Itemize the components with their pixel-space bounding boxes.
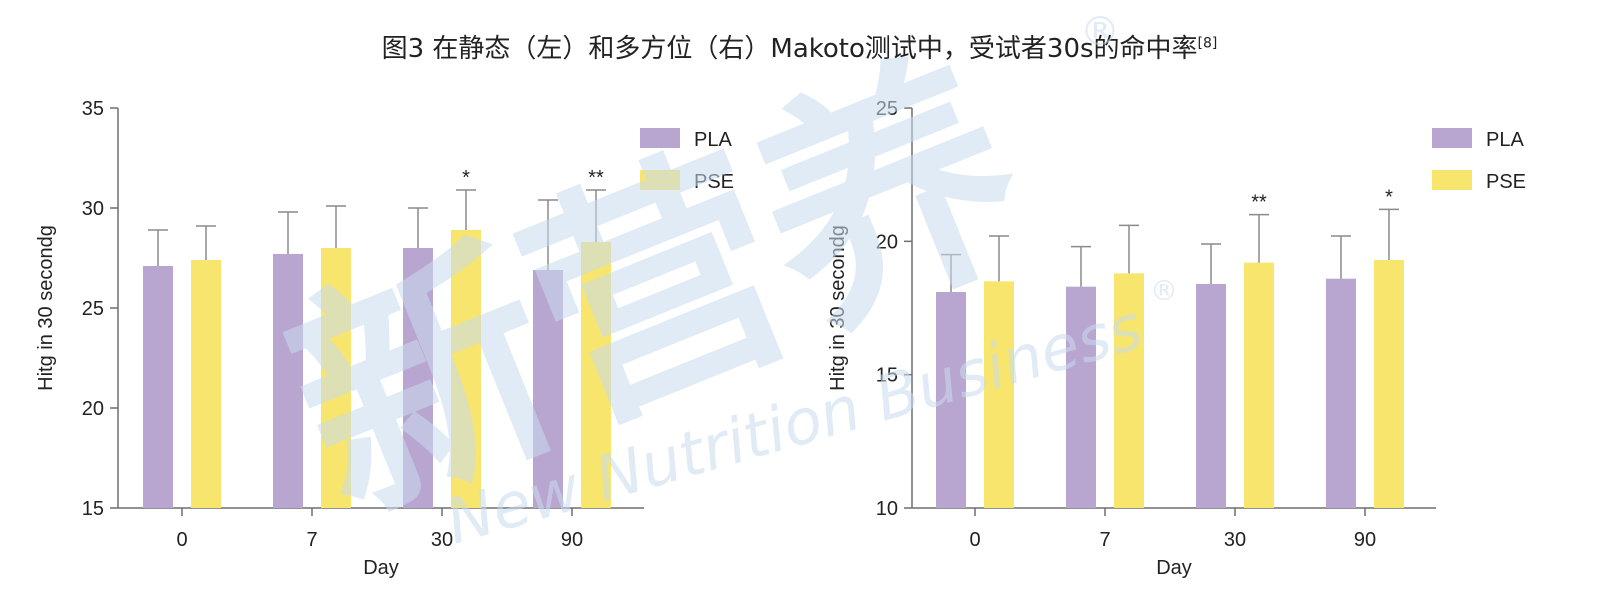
significance-label: * [462, 167, 470, 189]
legend-swatch-pse [640, 170, 680, 190]
legend-label-pse: PSE [694, 171, 734, 193]
figure-title: 图3 在静态（左）和多方位（右）Makoto测试中，受试者30s的命中率[8] [0, 28, 1599, 65]
y-tick-label: 10 [876, 498, 898, 520]
bar-pse-day-0 [191, 260, 221, 508]
y-tick-label: 25 [82, 298, 104, 320]
bar-pse-day-7 [321, 248, 351, 508]
legend-swatch-pse [1432, 170, 1472, 190]
bar-pse-day-90 [1374, 260, 1404, 508]
x-tick-label: 7 [1099, 529, 1110, 551]
y-tick-label: 35 [82, 98, 104, 120]
bar-pse-day-90 [581, 242, 611, 508]
bar-pla-day-30 [1196, 284, 1226, 508]
bar-pla-day-7 [273, 254, 303, 508]
legend-label-pla: PLA [1486, 129, 1524, 151]
y-axis-label: Hitg in 30 secondg [827, 225, 849, 391]
bar-pse-day-30 [1244, 262, 1274, 508]
x-axis-label: Day [1156, 557, 1192, 579]
figure-title-text: 图3 在静态（左）和多方位（右）Makoto测试中，受试者30s的命中率 [381, 34, 1198, 64]
y-tick-label: 20 [82, 398, 104, 420]
x-tick-label: 7 [306, 529, 317, 551]
legend-swatch-pla [640, 128, 680, 148]
bar-pla-day-0 [936, 292, 966, 508]
chart-left-static: 15 20 25 30 35 Hitg in 30 secondg 0 7 30 * 90 ** Day… [35, 98, 734, 579]
significance-label: ** [588, 167, 604, 189]
significance-label: * [1385, 186, 1393, 208]
bar-pla-day-90 [533, 270, 563, 508]
bar-pse-day-30 [451, 230, 481, 508]
x-tick-label: 30 [1224, 529, 1246, 551]
x-tick-label: 30 [431, 529, 453, 551]
x-tick-label: 0 [969, 529, 980, 551]
bar-pla-day-90 [1326, 278, 1356, 508]
y-tick-label: 25 [876, 98, 898, 120]
bar-pse-day-7 [1114, 273, 1144, 508]
y-tick-label: 20 [876, 231, 898, 253]
bar-pla-day-7 [1066, 286, 1096, 508]
bar-pse-day-0 [984, 281, 1014, 508]
bar-pla-day-30 [403, 248, 433, 508]
chart-right-multidirectional: 10 15 20 25 Hitg in 30 secondg 0 7 30 ** 90 * Day PL… [827, 98, 1526, 579]
y-tick-label: 30 [82, 198, 104, 220]
x-axis-label: Day [363, 557, 399, 579]
legend-label-pse: PSE [1486, 171, 1526, 193]
y-axis-label: Hitg in 30 secondg [35, 225, 57, 391]
legend-label-pla: PLA [694, 129, 732, 151]
y-tick-label: 15 [82, 498, 104, 520]
figure-title-ref: [8] [1197, 35, 1218, 52]
x-tick-label: 0 [176, 529, 187, 551]
x-tick-label: 90 [1354, 529, 1376, 551]
significance-label: ** [1251, 192, 1267, 214]
y-tick-label: 15 [876, 365, 898, 387]
legend-swatch-pla [1432, 128, 1472, 148]
bar-pla-day-0 [143, 266, 173, 508]
x-tick-label: 90 [561, 529, 583, 551]
